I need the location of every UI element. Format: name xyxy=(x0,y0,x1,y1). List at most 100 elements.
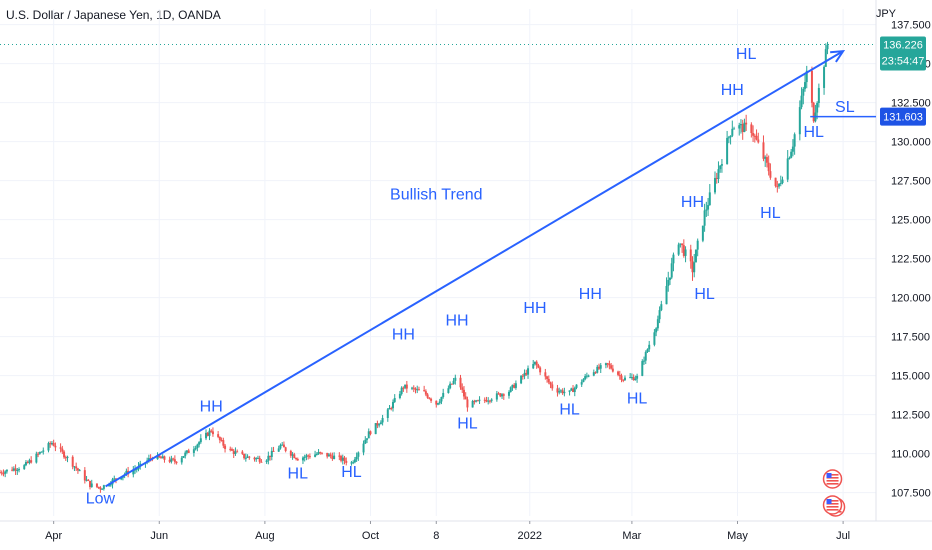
drawings[interactable]: Bullish Trend Low HH HL HL HH HH HL HH HH HL HL HH HL… xyxy=(0,43,876,508)
x-tick-label: 2022 xyxy=(518,530,542,542)
candle-body xyxy=(90,483,93,488)
candle-body xyxy=(149,458,152,460)
candle-body xyxy=(40,451,43,453)
candle-body xyxy=(423,390,426,392)
candle-body xyxy=(258,457,261,462)
candle-body xyxy=(0,472,3,474)
candle-body xyxy=(196,444,199,449)
y-tick-label: 107.500 xyxy=(891,488,931,500)
event-flags[interactable] xyxy=(822,469,846,517)
annotation-label[interactable]: HH xyxy=(523,300,546,317)
candle-body xyxy=(393,398,396,402)
event-flag[interactable] xyxy=(822,495,843,515)
annotation-label[interactable]: HL xyxy=(736,46,757,63)
candle-body xyxy=(175,461,178,463)
annotation-label[interactable]: HL xyxy=(341,464,362,481)
annotation-label[interactable]: HL xyxy=(803,124,824,141)
annotation-label[interactable]: HL xyxy=(627,391,648,408)
annotation-label[interactable]: Bullish Trend xyxy=(390,186,483,203)
candle-body xyxy=(696,240,699,250)
candle-body xyxy=(636,375,639,379)
candle-body xyxy=(170,458,173,462)
candle-body xyxy=(24,461,27,466)
annotation-label[interactable]: HL xyxy=(559,402,580,419)
candle-body xyxy=(535,361,538,366)
candle-body xyxy=(561,390,564,394)
candle-body xyxy=(97,486,100,488)
candle-body xyxy=(753,135,756,137)
annotation-label[interactable]: HH xyxy=(445,313,468,330)
y-tick-label: 110.000 xyxy=(891,449,930,461)
candle-body xyxy=(488,400,491,402)
candle-body xyxy=(26,461,29,463)
candle-body xyxy=(269,455,272,457)
candle-body xyxy=(291,454,294,456)
annotation-label[interactable]: SL xyxy=(835,99,855,116)
candle-body xyxy=(656,319,659,329)
candle-body xyxy=(779,183,782,185)
candle-body xyxy=(726,137,729,165)
event-flag[interactable] xyxy=(822,469,843,489)
candle-body xyxy=(705,209,708,211)
candle-body xyxy=(449,383,452,389)
candle-body xyxy=(416,389,419,391)
candle-body xyxy=(50,442,53,445)
candle-body xyxy=(400,387,403,394)
annotation-label[interactable]: HH xyxy=(579,286,602,303)
x-tick-label: May xyxy=(727,530,748,542)
candle-body xyxy=(307,455,310,457)
candle-body xyxy=(326,452,329,457)
candle-body xyxy=(677,244,680,255)
annotation-label[interactable]: HH xyxy=(721,82,744,99)
candle-body xyxy=(357,452,360,457)
candle-body xyxy=(267,455,270,461)
trendline-arrow[interactable] xyxy=(830,49,846,63)
annotation-label[interactable]: HH xyxy=(200,398,223,415)
candle-body xyxy=(629,377,632,379)
candle-body xyxy=(378,424,381,426)
candle-body xyxy=(575,384,578,388)
price-axis[interactable]: 107.500 110.000 112.500 115.000 117.500 120.0… xyxy=(891,20,931,500)
candle-body xyxy=(776,186,779,188)
annotation-label[interactable]: HL xyxy=(288,466,309,483)
annotation-label[interactable]: HH xyxy=(681,194,704,211)
annotation-label[interactable]: HL xyxy=(760,205,781,222)
candle-body xyxy=(187,450,190,453)
candle-body xyxy=(720,164,723,166)
candle-body xyxy=(147,458,150,461)
flag-stripe xyxy=(826,477,839,479)
candle-body xyxy=(222,440,225,446)
candle-body xyxy=(473,401,476,403)
us-flag-icon xyxy=(822,469,843,489)
candle-body xyxy=(549,382,552,385)
candle-body xyxy=(411,387,414,389)
time-axis[interactable]: Apr Jun Aug Oct 8 2022 Mar May Jul xyxy=(45,521,850,542)
annotation-label[interactable]: HL xyxy=(457,416,478,433)
annotation-label[interactable]: HL xyxy=(694,286,715,303)
candle-body xyxy=(83,470,86,481)
candle-body xyxy=(63,451,66,458)
candle-body xyxy=(502,394,505,396)
candle-body xyxy=(582,379,585,383)
annotation-label[interactable]: HH xyxy=(392,327,415,344)
candle-body xyxy=(648,344,651,350)
candle-body xyxy=(241,451,244,454)
flag-stripe xyxy=(826,480,839,482)
annotation-label[interactable]: Low xyxy=(86,491,116,508)
candle-body xyxy=(414,388,417,390)
candle-body xyxy=(767,162,770,172)
candle-body xyxy=(641,361,644,376)
candle-body xyxy=(260,461,263,463)
candle-body xyxy=(731,128,734,136)
candle-body xyxy=(230,449,233,451)
trendline[interactable] xyxy=(105,50,844,488)
candle-body xyxy=(210,430,213,432)
candle-body xyxy=(573,387,576,393)
flag-stripe xyxy=(826,474,839,476)
candle-body xyxy=(248,456,251,458)
candle-body xyxy=(667,279,670,286)
candle-body xyxy=(218,436,221,441)
candle-body xyxy=(643,360,646,362)
candle-body xyxy=(509,387,512,392)
